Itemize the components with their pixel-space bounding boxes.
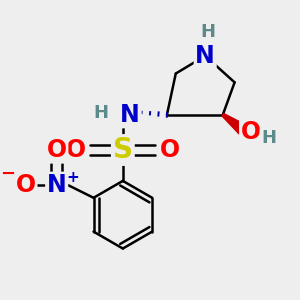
Text: O: O bbox=[46, 138, 67, 162]
Text: N: N bbox=[195, 44, 215, 68]
Text: H: H bbox=[261, 129, 276, 147]
Text: O: O bbox=[66, 138, 86, 162]
Text: O: O bbox=[241, 120, 261, 144]
Text: H: H bbox=[93, 104, 108, 122]
Text: +: + bbox=[67, 170, 79, 185]
Text: S: S bbox=[113, 136, 133, 164]
Text: N: N bbox=[47, 173, 67, 197]
Text: O: O bbox=[160, 138, 180, 162]
Text: N: N bbox=[120, 103, 140, 127]
Text: H: H bbox=[201, 23, 216, 41]
Polygon shape bbox=[222, 113, 250, 137]
Text: −: − bbox=[1, 164, 16, 182]
Text: O: O bbox=[16, 173, 36, 197]
